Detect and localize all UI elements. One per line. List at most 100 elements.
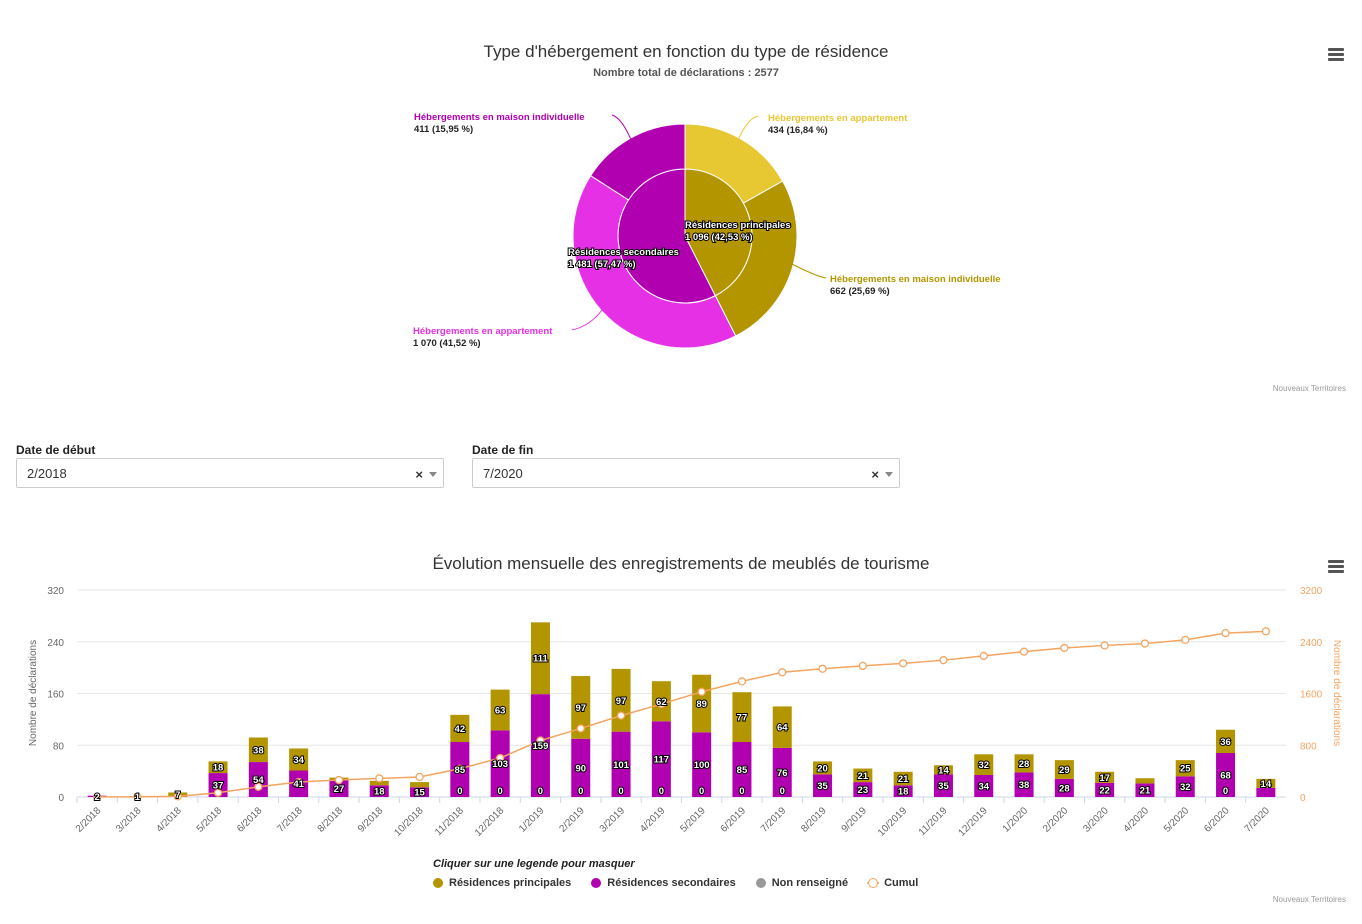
bar-r-sidences-principales[interactable] — [611, 668, 631, 732]
cumul-point[interactable] — [1060, 643, 1069, 653]
bar-r-sidences-principales[interactable] — [289, 748, 309, 771]
bar-r-sidences-principales[interactable] — [933, 765, 953, 775]
bar-r-sidences-principales[interactable] — [490, 689, 510, 731]
bar-r-sidences-principales[interactable] — [1095, 771, 1115, 783]
cumul-point[interactable] — [455, 764, 465, 773]
cumul-point[interactable] — [213, 788, 223, 797]
bar-r-sidences-secondaires[interactable] — [933, 774, 953, 797]
bar-r-sidences-secondaires[interactable] — [1175, 776, 1195, 797]
bar-r-sidences-principales[interactable] — [1014, 754, 1034, 773]
bar-r-sidences-principales[interactable] — [410, 782, 430, 788]
bar-r-sidences-principales[interactable] — [772, 706, 792, 748]
cumul-point[interactable] — [133, 792, 142, 801]
bar-r-sidences-principales[interactable] — [208, 761, 228, 774]
bar-r-sidences-secondaires[interactable] — [1095, 782, 1115, 797]
bar-r-sidences-secondaires[interactable] — [813, 774, 833, 797]
bar-r-sidences-secondaires[interactable] — [1256, 787, 1276, 797]
pie-outer-slice-sec-appart[interactable] — [572, 174, 737, 349]
bar-r-sidences-secondaires[interactable] — [208, 773, 228, 797]
cumul-point[interactable] — [93, 792, 102, 802]
cumul-point[interactable] — [939, 656, 948, 665]
bar-r-sidences-secondaires[interactable] — [692, 732, 712, 797]
cumul-point[interactable] — [697, 687, 706, 696]
y-left-tick-label: 80 — [53, 741, 65, 752]
bar-data-label: 0 — [578, 786, 583, 797]
start-date-select[interactable]: 2/2018 × — [16, 458, 444, 488]
bar-r-sidences-principales[interactable] — [974, 754, 994, 776]
cumul-point[interactable] — [254, 782, 263, 791]
cumul-point[interactable] — [375, 774, 384, 783]
start-date-chevron-down-icon[interactable] — [429, 472, 437, 477]
bar-r-sidences-secondaires[interactable] — [571, 738, 591, 797]
bar-r-sidences-secondaires[interactable] — [1014, 772, 1034, 797]
end-date-select[interactable]: 7/2020 × — [472, 458, 900, 488]
cumul-point[interactable] — [818, 664, 827, 673]
end-date-clear-icon[interactable]: × — [871, 467, 879, 482]
bar-r-sidences-principales[interactable] — [692, 674, 712, 733]
bar-r-sidences-secondaires[interactable] — [369, 785, 389, 797]
cumul-point[interactable] — [173, 792, 182, 801]
bar-r-sidences-principales[interactable] — [248, 737, 268, 763]
cumul-point[interactable] — [1221, 628, 1230, 638]
legend-item[interactable]: Cumul — [868, 877, 918, 889]
bar-r-sidences-secondaires[interactable] — [611, 731, 631, 797]
bar-r-sidences-secondaires[interactable] — [732, 742, 752, 797]
bar-menu-icon[interactable] — [1328, 560, 1344, 574]
bar-r-sidences-principales[interactable] — [1054, 760, 1074, 779]
bar-r-sidences-secondaires[interactable] — [893, 785, 913, 797]
pie-credits[interactable]: Nouveaux Territoires — [1272, 384, 1346, 393]
cumul-point[interactable] — [1100, 641, 1109, 650]
bar-r-sidences-principales[interactable] — [813, 761, 833, 775]
cumul-point[interactable] — [657, 699, 666, 709]
bar-r-sidences-principales[interactable] — [853, 768, 873, 783]
bar-r-sidences-principales[interactable] — [1256, 778, 1276, 788]
cumul-point[interactable] — [536, 736, 545, 745]
bar-r-sidences-secondaires[interactable] — [329, 779, 349, 797]
legend-item[interactable]: Résidences principales — [433, 877, 571, 889]
start-date-clear-icon[interactable]: × — [415, 467, 423, 482]
cumul-point[interactable] — [1261, 627, 1270, 636]
cumul-point[interactable] — [1019, 647, 1029, 656]
cumul-point[interactable] — [778, 668, 787, 677]
bar-r-sidences-secondaires[interactable] — [410, 787, 430, 797]
bar-r-sidences-principales[interactable] — [1135, 778, 1155, 784]
cumul-point[interactable] — [979, 651, 988, 661]
cumul-point[interactable] — [576, 724, 585, 733]
pie-outer-slice-pri-maison[interactable] — [714, 180, 798, 337]
cumul-point[interactable] — [1140, 639, 1150, 648]
cumul-point[interactable] — [899, 659, 908, 668]
legend-item[interactable]: Non renseigné — [755, 877, 848, 889]
bar-r-sidences-secondaires[interactable] — [651, 721, 671, 797]
bar-r-sidences-secondaires[interactable] — [1054, 778, 1074, 797]
pie-menu-icon[interactable] — [1328, 48, 1344, 62]
bar-r-sidences-secondaires[interactable] — [1216, 753, 1236, 797]
bar-r-sidences-secondaires[interactable] — [974, 775, 994, 797]
label-pri-maison-name: Hébergements en maison individuelle — [830, 274, 1001, 285]
bar-r-sidences-secondaires[interactable] — [490, 730, 510, 797]
bar-r-sidences-principales[interactable] — [530, 622, 550, 695]
bar-r-sidences-principales[interactable] — [1216, 729, 1236, 754]
cumul-point[interactable] — [495, 753, 505, 763]
y-left-tick-label: 160 — [47, 690, 64, 701]
pie-outer-slice-sec-maison[interactable] — [589, 123, 686, 201]
bar-r-sidences-principales[interactable] — [1175, 760, 1195, 777]
bar-r-sidences-principales[interactable] — [732, 692, 752, 743]
cumul-point[interactable] — [858, 661, 867, 671]
bar-credits[interactable]: Nouveaux Territoires — [1272, 895, 1346, 904]
bar-r-sidences-principales[interactable] — [450, 714, 470, 743]
end-date-chevron-down-icon[interactable] — [885, 472, 893, 477]
legend-item[interactable]: Résidences secondaires — [591, 877, 736, 889]
cumul-point[interactable] — [334, 775, 344, 785]
cumul-point[interactable] — [1181, 635, 1190, 645]
bar-r-sidences-principales[interactable] — [571, 676, 591, 739]
bar-r-sidences-secondaires[interactable] — [772, 747, 792, 797]
cumul-point[interactable] — [737, 677, 747, 686]
bar-r-sidences-secondaires[interactable] — [1135, 783, 1155, 797]
cumul-point[interactable] — [616, 711, 626, 720]
bar-r-sidences-principales[interactable] — [369, 780, 389, 786]
bar-r-sidences-secondaires[interactable] — [530, 694, 550, 797]
bar-r-sidences-secondaires[interactable] — [853, 782, 873, 797]
bar-r-sidences-principales[interactable] — [893, 771, 913, 786]
cumul-point[interactable] — [415, 772, 424, 782]
cumul-point[interactable] — [294, 777, 303, 787]
